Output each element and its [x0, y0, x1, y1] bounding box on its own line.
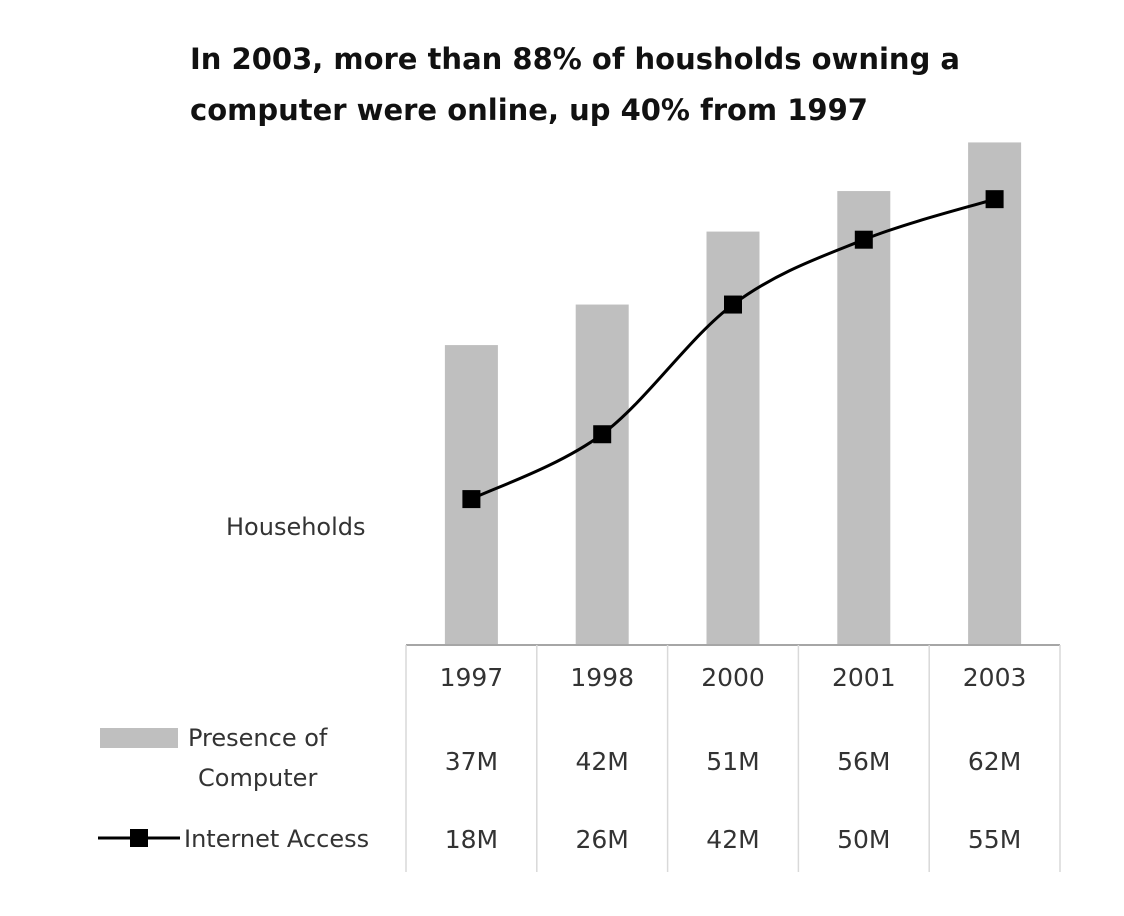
category-label: 2001: [832, 663, 896, 692]
point-1998: [593, 425, 612, 444]
point-2000: [724, 295, 742, 314]
data-table: 1997 37M 18M 1998 42M 26M 2000 51M 42M 2001 56M 50M…: [405, 645, 1061, 872]
legend-label-internet-access: Internet Access: [184, 825, 369, 853]
category-label: 1997: [440, 663, 504, 692]
chart-title-line-1: In 2003, more than 88% of housholds owni…: [190, 42, 960, 76]
category-label: 1998: [570, 663, 634, 692]
bar-1998: [575, 304, 629, 645]
internet-value-label: 42M: [706, 825, 759, 854]
bar-2003: [968, 142, 1022, 645]
legend-marker-internet-access: [130, 829, 148, 847]
line-series-internet-access: [462, 190, 1004, 509]
legend-label-presence-of-computer-line-1: Presence of: [188, 724, 328, 752]
computer-value-label: 51M: [706, 747, 759, 776]
category-label: 2003: [963, 663, 1027, 692]
computer-value-label: 62M: [968, 747, 1021, 776]
bar-series-presence-of-computer: [406, 142, 1060, 646]
point-1997: [462, 490, 481, 509]
internet-value-label: 18M: [445, 825, 498, 854]
point-2003: [985, 190, 1004, 209]
internet-value-label: 50M: [837, 825, 890, 854]
point-2001: [854, 230, 873, 249]
bar-2001: [837, 191, 891, 645]
internet-value-label: 55M: [968, 825, 1021, 854]
computer-value-label: 42M: [576, 747, 629, 776]
legend-label-presence-of-computer-line-2: Computer: [198, 764, 317, 792]
category-label: 2000: [701, 663, 765, 692]
y-axis-label: Households: [226, 513, 366, 541]
computer-value-label: 56M: [837, 747, 890, 776]
chart-title-line-2: computer were online, up 40% from 1997: [190, 93, 868, 127]
internet-value-label: 26M: [576, 825, 629, 854]
bar-2000: [706, 231, 760, 645]
legend-swatch-presence-of-computer: [100, 728, 178, 748]
computer-value-label: 37M: [445, 747, 498, 776]
legend: Presence of Computer Internet Access: [98, 724, 369, 853]
